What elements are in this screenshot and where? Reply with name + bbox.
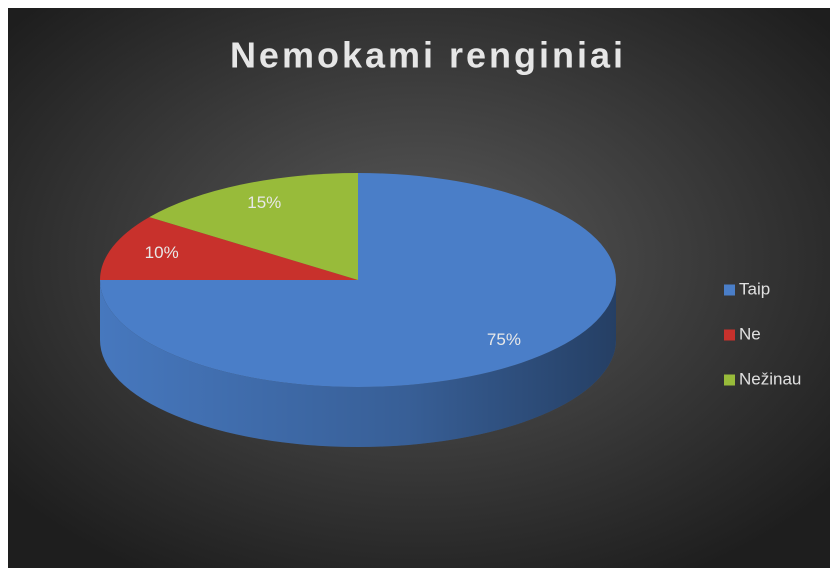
slice [100, 217, 358, 280]
legend-swatch [724, 374, 735, 386]
legend-label: Ne [739, 324, 761, 343]
slice-side-shade [100, 280, 616, 447]
legend-label: Nežinau [739, 369, 801, 388]
data-label: 15% [247, 193, 281, 212]
slice [149, 173, 358, 280]
legend-label: Taip [739, 279, 770, 298]
data-label: 10% [145, 243, 179, 262]
legend-swatch [724, 329, 735, 341]
data-label: 75% [487, 330, 521, 349]
chart-title: Nemokami renginiai [230, 35, 626, 76]
legend-swatch [724, 284, 735, 296]
